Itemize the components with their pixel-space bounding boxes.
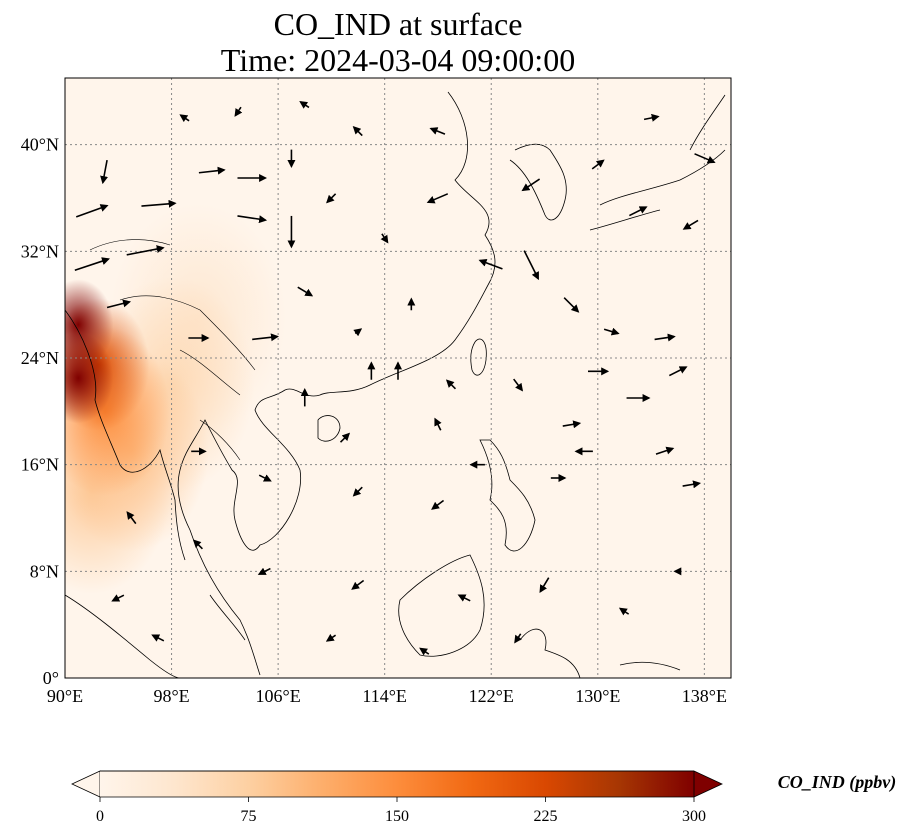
wind-vectors (74, 100, 716, 656)
wind-arrow (478, 258, 503, 270)
coastline-islands (519, 628, 681, 678)
colorbar: 0 75 150 225 300 CO_IND (ppbv) (71, 770, 897, 825)
wind-arrow (297, 286, 314, 297)
wind-arrow (237, 215, 268, 224)
concentration-plume (65, 332, 114, 424)
coastline-borneo (398, 554, 485, 657)
wind-arrow (654, 333, 676, 342)
wind-arrow (618, 607, 630, 616)
longitude-tick-labels: 90°E 98°E 106°E 114°E 122°E 130°E 138°E (47, 686, 727, 706)
wind-arrow (353, 328, 363, 337)
wind-arrow (445, 379, 457, 390)
wind-arrow (457, 594, 471, 602)
wind-arrow (513, 378, 524, 392)
wind-arrow (539, 577, 550, 594)
wind-arrow (299, 100, 310, 109)
colorbar-body (100, 771, 694, 797)
wind-arrow (234, 106, 243, 117)
wind-arrow (682, 219, 699, 230)
wind-arrow (258, 474, 272, 482)
lon-tick-label: 90°E (47, 686, 83, 706)
colorbar-tick-label: 0 (96, 808, 104, 825)
title-line-2: Time: 2024-03-04 09:00:00 (220, 42, 576, 78)
colorbar-extension-low (71, 770, 101, 798)
coastline-taiwan (470, 338, 487, 376)
wind-arrow (694, 153, 716, 164)
map-frame (64, 77, 732, 679)
lon-tick-label: 138°E (682, 686, 727, 706)
wind-arrow (523, 250, 539, 281)
wind-arrow (111, 594, 125, 602)
wind-arrow (100, 159, 108, 185)
wind-arrow (682, 480, 702, 489)
title-line-1: CO_IND at surface (273, 6, 523, 42)
coastline-mainland (177, 91, 496, 676)
concentration-field (65, 203, 287, 595)
wind-arrow (591, 159, 605, 170)
colorbar-tick-label: 300 (682, 808, 706, 825)
lat-tick-label: 32°N (21, 241, 59, 261)
wind-arrow (629, 206, 648, 217)
wind-arrow (126, 511, 137, 525)
wind-arrow (562, 420, 582, 429)
wind-arrow (380, 233, 389, 244)
coastline-sumatra (65, 594, 246, 678)
lon-tick-label: 130°E (575, 686, 620, 706)
wind-arrow (339, 432, 351, 443)
wind-arrow (75, 204, 109, 218)
wind-arrow (74, 257, 110, 272)
wind-arrow (643, 113, 660, 122)
wind-arrow (655, 446, 675, 455)
wind-arrow (141, 199, 177, 208)
wind-arrow (106, 299, 132, 309)
colorbar-tick-label: 150 (385, 808, 409, 825)
wind-arrow (426, 193, 449, 204)
country-borders (89, 239, 256, 461)
lat-tick-label: 16°N (21, 455, 59, 475)
wind-arrow (326, 193, 337, 204)
gridlines (65, 78, 731, 678)
colorbar-tick-label: 75 (241, 808, 257, 825)
wind-arrow (419, 647, 430, 656)
lon-tick-label: 106°E (256, 686, 301, 706)
colorbar-tick-label: 225 (534, 808, 558, 825)
wind-arrow (434, 417, 442, 431)
wind-arrow (352, 486, 363, 497)
wind-arrow (126, 245, 165, 256)
wind-arrow (431, 499, 445, 510)
lon-tick-label: 98°E (153, 686, 189, 706)
latitude-tick-labels: 0° 8°N 16°N 24°N 32°N 40°N (21, 135, 59, 688)
wind-arrow (325, 633, 337, 642)
colorbar-extension-high (693, 770, 723, 798)
wind-arrow (514, 633, 522, 644)
wind-arrow (668, 366, 688, 377)
wind-arrow (603, 327, 620, 336)
wind-arrow (151, 634, 165, 642)
colorbar-ticks: 0 75 150 225 300 (96, 797, 706, 825)
lat-tick-label: 40°N (21, 135, 59, 155)
coastline-hainan (317, 415, 341, 442)
lat-tick-label: 8°N (30, 561, 59, 581)
lat-tick-label: 24°N (21, 348, 59, 368)
wind-arrow (257, 567, 271, 575)
wind-arrow (198, 166, 226, 175)
wind-arrow (351, 579, 365, 590)
lat-tick-label: 0° (43, 668, 59, 688)
wind-arrow (521, 178, 541, 192)
wind-arrow (429, 127, 446, 135)
lon-tick-label: 114°E (362, 686, 407, 706)
wind-arrow (252, 333, 279, 342)
wind-arrow (192, 539, 203, 550)
wind-arrow (563, 297, 580, 313)
coastline-philippines (479, 439, 536, 552)
lon-tick-label: 122°E (469, 686, 514, 706)
coastline-bengal (65, 309, 186, 561)
colorbar-label: CO_IND (ppbv) (778, 772, 897, 793)
wind-arrow (352, 126, 363, 137)
wind-arrow (179, 114, 190, 123)
